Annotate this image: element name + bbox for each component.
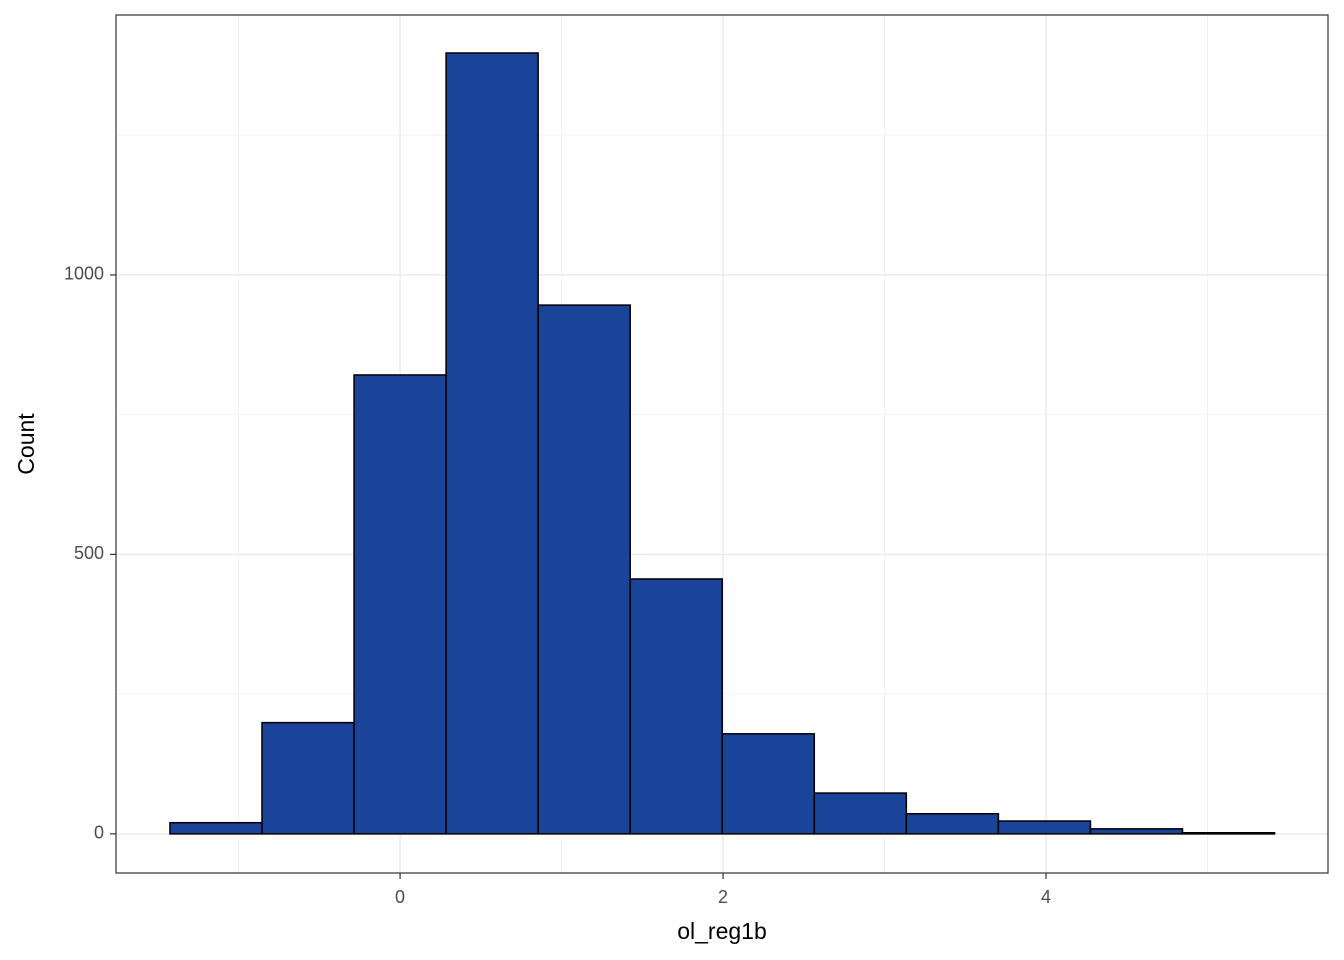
bar — [1089, 828, 1184, 835]
y-tick-label: 500 — [74, 543, 104, 563]
bar — [169, 821, 263, 835]
bar — [1181, 832, 1276, 835]
bar — [537, 304, 631, 835]
bar — [261, 721, 355, 835]
x-tick-label: 2 — [718, 887, 728, 907]
bar — [905, 813, 1000, 835]
panel-border — [115, 14, 1329, 874]
bar — [353, 374, 447, 835]
x-tick-label: 0 — [395, 887, 405, 907]
bar — [629, 578, 723, 835]
x-axis-title: ol_reg1b — [677, 918, 767, 944]
bar — [445, 52, 539, 835]
y-tick-label: 0 — [94, 823, 104, 843]
bar — [813, 792, 908, 835]
bar — [721, 733, 816, 835]
x-tick-label: 4 — [1041, 887, 1051, 907]
y-axis-title: Count — [13, 413, 39, 475]
bar — [997, 820, 1092, 835]
y-tick-label: 1000 — [64, 264, 104, 284]
